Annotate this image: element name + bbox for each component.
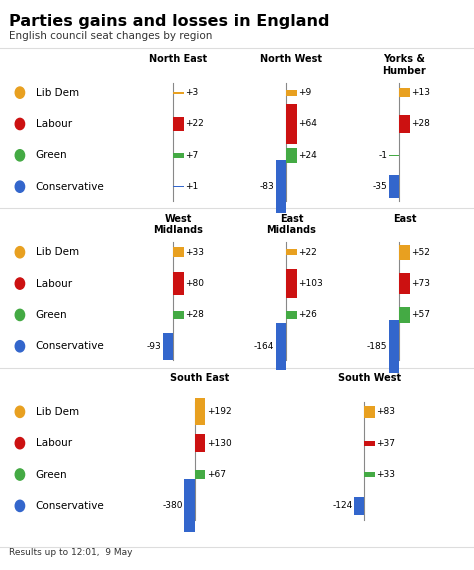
Text: North West: North West xyxy=(260,54,322,64)
Text: -83: -83 xyxy=(260,182,274,191)
Text: +22: +22 xyxy=(185,120,204,128)
Text: Conservative: Conservative xyxy=(36,501,104,511)
Text: +28: +28 xyxy=(185,311,204,319)
Text: Lib Dem: Lib Dem xyxy=(36,247,79,257)
Text: +33: +33 xyxy=(376,470,395,479)
Text: English council seat changes by region: English council seat changes by region xyxy=(9,31,213,42)
Text: +22: +22 xyxy=(298,248,317,256)
Text: North East: North East xyxy=(149,54,208,64)
Text: BBC: BBC xyxy=(421,551,449,562)
Text: +9: +9 xyxy=(298,88,311,97)
Text: +37: +37 xyxy=(376,439,395,447)
Text: +3: +3 xyxy=(185,88,199,97)
Text: +24: +24 xyxy=(298,151,317,160)
Text: East: East xyxy=(392,214,416,224)
Text: +80: +80 xyxy=(185,279,204,288)
Text: Labour: Labour xyxy=(36,119,72,129)
Text: +83: +83 xyxy=(376,408,395,416)
Text: East
Midlands: East Midlands xyxy=(266,214,317,235)
Text: +192: +192 xyxy=(207,408,231,416)
Text: +26: +26 xyxy=(298,311,317,319)
Text: +13: +13 xyxy=(411,88,430,97)
Text: +64: +64 xyxy=(298,120,317,128)
Text: +103: +103 xyxy=(298,279,323,288)
Text: +130: +130 xyxy=(207,439,231,447)
Text: Conservative: Conservative xyxy=(36,182,104,192)
Text: Conservative: Conservative xyxy=(36,341,104,351)
Text: -35: -35 xyxy=(373,182,387,191)
Text: Lib Dem: Lib Dem xyxy=(36,407,79,417)
Text: +67: +67 xyxy=(207,470,226,479)
Text: Yorks &
Humber: Yorks & Humber xyxy=(383,54,426,76)
Text: Parties gains and losses in England: Parties gains and losses in England xyxy=(9,14,330,29)
Text: -164: -164 xyxy=(254,342,274,351)
Text: Green: Green xyxy=(36,310,67,320)
Text: +33: +33 xyxy=(185,248,204,256)
Text: +52: +52 xyxy=(411,248,430,256)
Text: Labour: Labour xyxy=(36,438,72,448)
Text: Lib Dem: Lib Dem xyxy=(36,88,79,97)
Text: +73: +73 xyxy=(411,279,430,288)
Text: +7: +7 xyxy=(185,151,199,160)
Text: -124: -124 xyxy=(332,502,352,510)
Text: +28: +28 xyxy=(411,120,430,128)
Text: -380: -380 xyxy=(163,502,183,510)
Text: Labour: Labour xyxy=(36,279,72,288)
Text: West
Midlands: West Midlands xyxy=(154,214,203,235)
Text: Results up to 12:01,  9 May: Results up to 12:01, 9 May xyxy=(9,548,133,557)
Text: +1: +1 xyxy=(185,182,199,191)
Text: -185: -185 xyxy=(367,342,387,351)
Text: +57: +57 xyxy=(411,311,430,319)
Text: Green: Green xyxy=(36,470,67,479)
Text: -1: -1 xyxy=(378,151,387,160)
Text: South East: South East xyxy=(170,373,229,384)
Text: -93: -93 xyxy=(146,342,162,351)
Text: South West: South West xyxy=(338,373,401,384)
Text: Green: Green xyxy=(36,150,67,160)
